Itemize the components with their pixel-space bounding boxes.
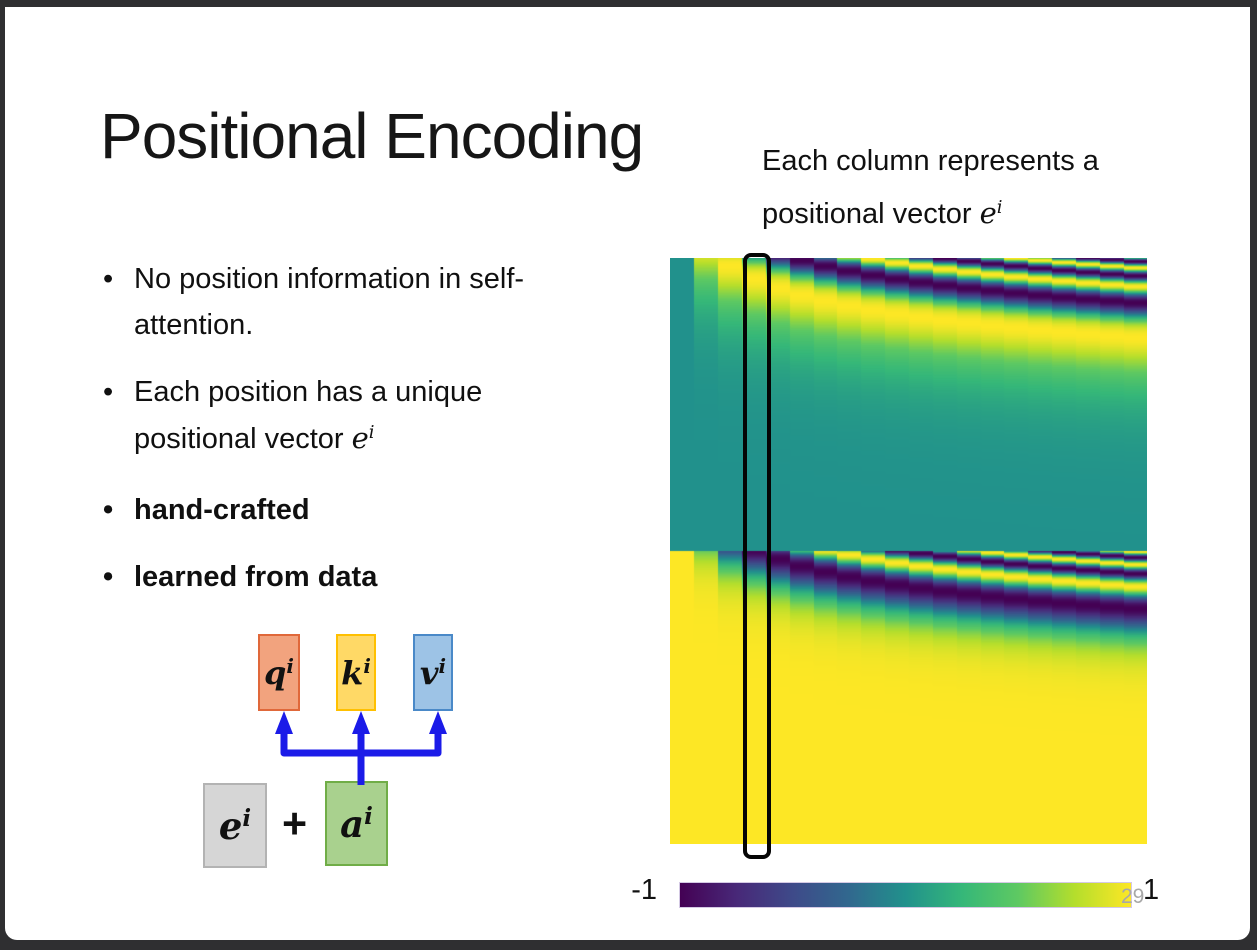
box-k-label: ki: [341, 653, 371, 692]
bullet-unique-vector: • Each position has a unique positional …: [103, 369, 608, 466]
box-a: ai: [325, 781, 388, 866]
box-q: qi: [258, 634, 300, 711]
bullet-marker: •: [103, 376, 114, 408]
bullet-no-position-info: • No position information in self-attent…: [103, 256, 608, 348]
positional-encoding-heatmap: [670, 258, 1147, 844]
box-a-label: ai: [340, 801, 373, 846]
box-e: ei: [203, 783, 267, 868]
bullet-text: hand-crafted: [134, 494, 310, 526]
box-q-label: qi: [264, 653, 294, 692]
bullet-learned-from-data: • learned from data: [103, 554, 608, 600]
bullet-text: No position information in self-attentio…: [134, 263, 525, 341]
bullet-text: Each position has a unique positional ve…: [134, 376, 483, 455]
bullet-list: • No position information in self-attent…: [103, 256, 608, 621]
bullet-hand-crafted: • hand-crafted: [103, 487, 608, 533]
arrow-head: [429, 711, 447, 734]
arrow-head: [275, 711, 293, 734]
box-k: ki: [336, 634, 376, 711]
box-v-label: vi: [419, 653, 447, 692]
bullet-math-e: e: [351, 421, 369, 455]
heatmap-caption: Each column represents a positional vect…: [762, 135, 1232, 244]
colorbar-min-label: -1: [631, 874, 657, 906]
caption-line2-text: positional vector: [762, 198, 980, 230]
bullet-marker: •: [103, 494, 114, 526]
highlight-column-rect: [742, 253, 771, 859]
bullet-marker: •: [103, 561, 114, 593]
bullet-math-sup: i: [368, 422, 375, 444]
caption-math-sup: i: [996, 197, 1003, 219]
colorbar: [679, 882, 1132, 908]
box-e-label: ei: [218, 803, 252, 848]
merge-arrows-icon: [275, 711, 447, 785]
caption-math-e: e: [979, 196, 997, 230]
bullet-marker: •: [103, 263, 114, 295]
page-number: 29: [1121, 885, 1145, 908]
bullet-text: learned from data: [134, 561, 378, 593]
slide-title: Positional Encoding: [100, 100, 644, 172]
arrow-head: [352, 711, 370, 734]
box-v: vi: [413, 634, 453, 711]
colorbar-max-label: 1: [1143, 874, 1160, 906]
plus-sign: +: [282, 800, 308, 848]
caption-line1: Each column represents a: [762, 145, 1099, 177]
slide: Positional Encoding Each column represen…: [5, 7, 1250, 940]
